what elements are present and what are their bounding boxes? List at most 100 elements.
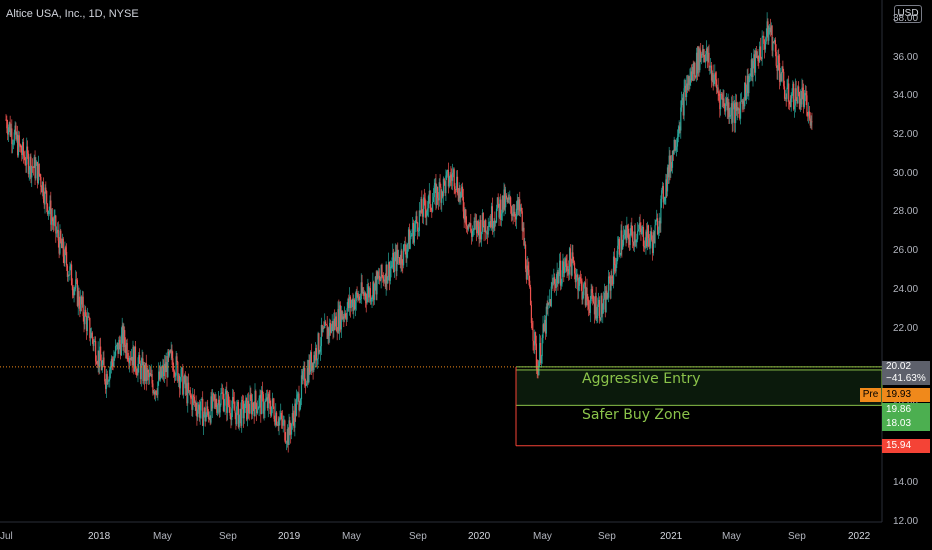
- candle: [264, 398, 266, 419]
- candle: [704, 54, 706, 63]
- candle: [105, 368, 108, 399]
- candles: [5, 12, 813, 453]
- candle: [230, 413, 232, 429]
- candle: [78, 287, 80, 309]
- candle: [93, 339, 95, 352]
- candle: [158, 365, 161, 381]
- candle: [504, 184, 506, 211]
- candle: [484, 219, 486, 232]
- candle: [631, 217, 633, 238]
- candle: [578, 277, 580, 299]
- candle: [525, 259, 528, 284]
- candle: [262, 391, 264, 419]
- candle: [725, 96, 727, 117]
- candle: [222, 384, 224, 400]
- candle: [517, 196, 519, 215]
- candle: [560, 278, 562, 290]
- candle: [661, 181, 664, 194]
- candle: [222, 387, 225, 413]
- candle: [811, 112, 813, 130]
- candle: [597, 297, 599, 323]
- candle: [23, 151, 25, 161]
- currency-button[interactable]: USD: [894, 5, 922, 23]
- candle: [351, 298, 353, 307]
- candle: [157, 381, 159, 401]
- candle: [380, 264, 382, 289]
- candle: [86, 307, 88, 336]
- candle: [404, 236, 406, 255]
- candle: [764, 39, 766, 59]
- candle: [769, 18, 772, 37]
- candle: [62, 236, 64, 263]
- candle: [388, 261, 391, 291]
- candle: [210, 392, 212, 425]
- candle: [617, 236, 619, 262]
- candle: [31, 158, 34, 173]
- candle: [229, 399, 231, 420]
- candle: [293, 410, 295, 432]
- candle: [524, 237, 526, 249]
- candle: [53, 209, 55, 231]
- candle: [300, 397, 302, 410]
- candle: [187, 376, 189, 413]
- candle: [476, 220, 479, 238]
- candle: [618, 236, 620, 258]
- candle: [145, 354, 147, 391]
- candle: [507, 192, 509, 204]
- candle: [804, 84, 806, 102]
- candle: [467, 224, 469, 232]
- candle: [19, 143, 21, 148]
- candle: [675, 139, 677, 153]
- candle: [18, 131, 20, 153]
- candle: [85, 306, 87, 317]
- candle: [26, 137, 28, 173]
- candle: [425, 200, 427, 226]
- candle: [354, 298, 356, 311]
- candle: [63, 249, 65, 267]
- candle: [718, 91, 720, 103]
- candle: [289, 416, 291, 436]
- candle: [329, 318, 331, 343]
- candle: [462, 188, 464, 219]
- candle: [283, 415, 285, 426]
- candle: [793, 81, 795, 111]
- candle: [386, 264, 388, 291]
- candle: [765, 28, 767, 45]
- candle: [673, 136, 675, 155]
- candle: [577, 273, 579, 300]
- candle: [263, 402, 265, 421]
- candle: [251, 393, 253, 420]
- candle: [37, 155, 39, 185]
- candle: [781, 66, 783, 83]
- candle: [288, 413, 290, 445]
- candle: [255, 389, 257, 409]
- candle: [661, 187, 663, 208]
- candle: [478, 221, 480, 247]
- candle: [749, 73, 751, 83]
- candle: [36, 161, 39, 189]
- x-tick-label: May: [153, 531, 172, 542]
- last-price: 20.02: [886, 361, 912, 372]
- candle: [379, 276, 381, 282]
- candle: [138, 352, 140, 373]
- candle: [304, 361, 306, 388]
- candle: [727, 93, 729, 120]
- candle: [487, 217, 489, 238]
- candle: [734, 93, 737, 133]
- candle: [364, 291, 366, 308]
- candle: [226, 381, 228, 422]
- candle: [270, 400, 272, 418]
- candle: [142, 351, 144, 384]
- candle: [278, 416, 280, 436]
- candle: [15, 122, 17, 141]
- candle: [603, 283, 606, 300]
- candle: [545, 303, 547, 337]
- candle: [723, 90, 725, 109]
- candle: [94, 336, 96, 343]
- candle: [658, 212, 660, 236]
- candle: [183, 376, 185, 399]
- candle: [33, 154, 35, 169]
- candle: [266, 389, 269, 411]
- candle: [466, 216, 468, 233]
